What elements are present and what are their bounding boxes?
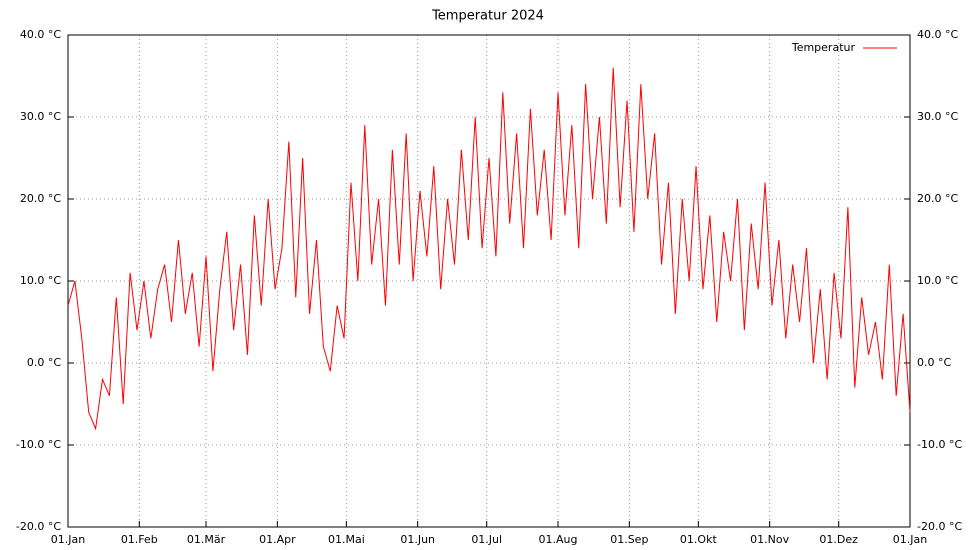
y-tick-label: 20.0 °C (20, 192, 61, 205)
chart-title: Temperatur 2024 (431, 9, 544, 24)
y2-tick-label: 20.0 °C (917, 192, 958, 205)
y-tick-label: 0.0 °C (27, 356, 61, 369)
y-tick-label: -20.0 °C (16, 520, 61, 533)
x-tick-label: 01.Feb (121, 533, 158, 546)
y2-tick-label: -20.0 °C (917, 520, 962, 533)
x-tick-label: 01.Dez (819, 533, 858, 546)
y2-tick-label: 0.0 °C (917, 356, 951, 369)
x-tick-label: 01.Mär (187, 533, 226, 546)
y2-tick-label: 40.0 °C (917, 28, 958, 41)
legend-label: Temperatur (791, 41, 856, 54)
y-tick-label: 40.0 °C (20, 28, 61, 41)
y-tick-label: 30.0 °C (20, 110, 61, 123)
x-tick-label: 01.Jul (471, 533, 502, 546)
y-tick-label: 10.0 °C (20, 274, 61, 287)
temperature-line (67, 67, 911, 431)
x-tick-label: 01.Nov (750, 533, 789, 546)
x-tick-label: 01.Sep (610, 533, 648, 546)
y2-tick-label: 10.0 °C (917, 274, 958, 287)
y2-tick-label: -10.0 °C (917, 438, 962, 451)
x-tick-label: 01.Aug (539, 533, 578, 546)
x-tick-label: 01.Mai (328, 533, 365, 546)
x-tick-label: 01.Jan (893, 533, 927, 546)
x-tick-label: 01.Jun (400, 533, 435, 546)
x-tick-label: 01.Jan (51, 533, 85, 546)
x-tick-label: 01.Apr (259, 533, 296, 546)
plot-frame (67, 34, 911, 528)
x-tick-label: 01.Okt (680, 533, 718, 546)
y2-tick-label: 30.0 °C (917, 110, 958, 123)
y-tick-label: -10.0 °C (16, 438, 61, 451)
